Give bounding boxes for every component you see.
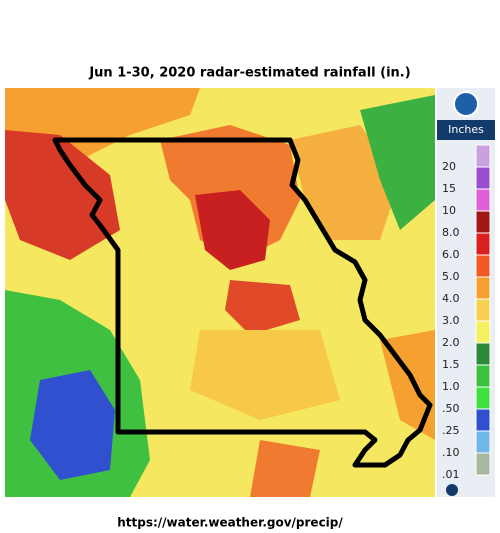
help-icon[interactable] <box>446 484 458 496</box>
legend: Inches 20 15 10 8.0 6.0 5.0 4.0 3.0 2.0 1.5 1.0 .50… <box>437 88 495 497</box>
legend-label: 20 <box>442 160 456 173</box>
rain-area <box>5 130 120 260</box>
noaa-logo <box>453 91 479 117</box>
rain-area <box>360 95 435 230</box>
legend-label: .25 <box>442 424 460 437</box>
legend-swatch <box>475 166 491 190</box>
legend-swatch <box>475 254 491 278</box>
legend-swatch <box>475 342 491 366</box>
legend-swatch <box>475 320 491 344</box>
legend-label: 6.0 <box>442 248 460 261</box>
legend-label: 1.0 <box>442 380 460 393</box>
legend-swatch <box>475 430 491 454</box>
rain-area <box>250 440 320 497</box>
legend-label: 2.0 <box>442 336 460 349</box>
legend-label: 10 <box>442 204 456 217</box>
legend-swatch <box>475 144 491 168</box>
legend-swatch <box>475 408 491 432</box>
source-url: https://water.weather.gov/precip/ <box>117 516 343 530</box>
rainfall-map <box>5 88 435 497</box>
legend-swatch <box>475 364 491 388</box>
rain-area <box>225 280 300 335</box>
legend-label: .50 <box>442 402 460 415</box>
legend-swatch <box>475 386 491 410</box>
legend-swatch <box>475 232 491 256</box>
rain-area <box>195 190 270 270</box>
legend-label: 15 <box>442 182 456 195</box>
legend-swatch <box>475 276 491 300</box>
legend-label: .10 <box>442 446 460 459</box>
legend-label: .01 <box>442 468 460 481</box>
legend-swatch <box>475 188 491 212</box>
legend-swatch <box>475 210 491 234</box>
rain-area <box>190 330 340 420</box>
legend-label: 5.0 <box>442 270 460 283</box>
legend-header: Inches <box>448 123 484 136</box>
missouri-outline <box>52 137 433 468</box>
legend-swatch <box>475 298 491 322</box>
legend-label: 4.0 <box>442 292 460 305</box>
legend-swatch <box>475 452 491 476</box>
legend-label: 1.5 <box>442 358 460 371</box>
legend-label: 3.0 <box>442 314 460 327</box>
title: Jun 1-30, 2020 radar-estimated rainfall … <box>88 66 410 81</box>
legend-label: 8.0 <box>442 226 460 239</box>
rain-area <box>30 370 115 480</box>
legend-header-bg <box>437 120 495 140</box>
